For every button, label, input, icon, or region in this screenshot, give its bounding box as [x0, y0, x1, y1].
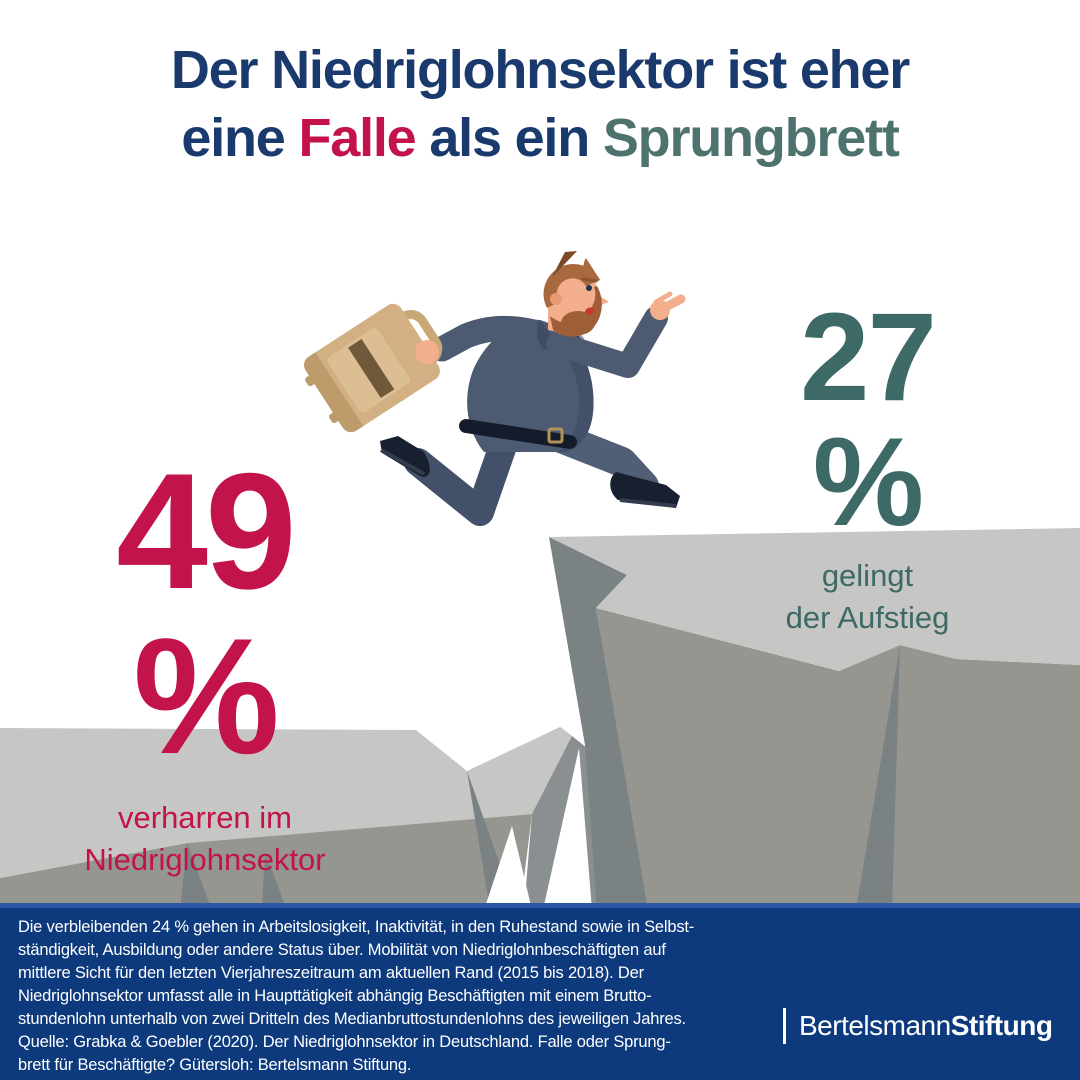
man-front-arm	[546, 306, 668, 378]
logo-text-bertelsmann: Bertelsmann	[799, 1010, 951, 1041]
running-man-icon	[304, 251, 686, 526]
title-word-falle: Falle	[298, 108, 416, 168]
title-word-als-ein: als ein	[429, 108, 590, 168]
stat-trap-value: 49 %	[116, 439, 297, 788]
belt-buckle	[547, 427, 564, 444]
stat-ascent-caption: gelingt der Aufstieg	[785, 558, 950, 635]
stat-ascent: 27 % gelingt der Aufstieg	[740, 295, 995, 639]
stat-trap-caption: verharren im Niedriglohnsektor	[84, 800, 326, 877]
briefcase-icon	[304, 303, 443, 433]
logo-bar-icon	[783, 1008, 786, 1044]
title-line-1: Der Niedriglohnsektor ist eher	[170, 40, 910, 100]
chasm-gap	[543, 748, 592, 910]
man-back-hand	[415, 340, 439, 364]
title-word-eine: eine	[181, 108, 285, 168]
title-word-sprungbrett: Sprungbrett	[602, 108, 900, 168]
cliff-right	[549, 528, 1080, 910]
source-note: Die verbleibenden 24 % gehen in Arbeitsl…	[18, 918, 695, 1074]
footer-bar: Die verbleibenden 24 % gehen in Arbeitsl…	[0, 903, 1080, 1080]
man-back-leg	[404, 426, 519, 526]
page-title: Der Niedriglohnsektor ist eher eine Fall…	[0, 36, 1080, 172]
man-back-shoe	[380, 436, 430, 477]
logo-text-stiftung: Stiftung	[950, 1010, 1053, 1041]
bertelsmann-stiftung-logo: BertelsmannStiftung	[783, 1008, 1053, 1044]
stat-trap: 49 % verharren im Niedriglohnsektor	[25, 449, 385, 881]
stat-ascent-value: 27 %	[799, 288, 937, 552]
title-line-2: eine Falle als ein Sprungbrett	[0, 104, 1080, 172]
man-head	[543, 251, 609, 337]
man-belt	[459, 419, 577, 449]
